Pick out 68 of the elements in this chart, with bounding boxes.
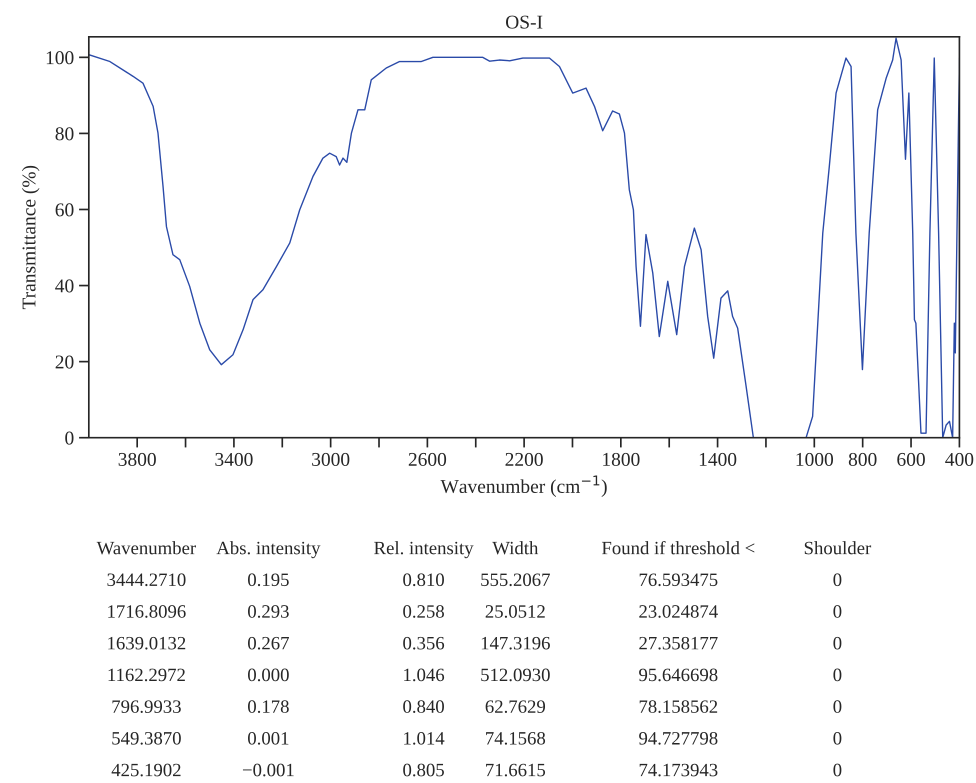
text: 1162.2972 <box>108 668 185 682</box>
text: 0 <box>833 732 842 745</box>
x-tick-label: 800 <box>848 452 877 466</box>
text: 94.727798 <box>639 732 718 745</box>
text: 0 <box>833 605 842 618</box>
text: 0 <box>833 668 842 682</box>
text: 549.3870 <box>112 732 181 745</box>
text: 0.356 <box>403 636 444 650</box>
text: Found if threshold < <box>602 540 754 554</box>
y-tick-label: 100 <box>46 51 74 64</box>
text: Rel. intensity <box>374 541 474 558</box>
y-tick-label: 40 <box>55 279 74 292</box>
x-tick-label: 600 <box>897 452 925 466</box>
x-tick-label: 3400 <box>215 452 253 466</box>
text: 0.805 <box>403 764 444 776</box>
text: Shoulder <box>804 541 872 554</box>
y-axis-title: Transmittance (%) <box>22 166 40 310</box>
text: 0.293 <box>248 605 289 618</box>
x-tick-label: 3000 <box>312 452 350 466</box>
text: 25.0512 <box>486 605 545 618</box>
x-tick-label: 400 <box>945 452 974 466</box>
text: Width <box>492 541 538 554</box>
text: Abs. intensity <box>216 541 320 558</box>
text: 796.9933 <box>112 700 181 713</box>
chart-title: OS-I <box>506 16 542 29</box>
x-tick-label: 2600 <box>408 452 446 466</box>
text: 0 <box>833 636 842 650</box>
y-tick-label: 20 <box>56 355 74 369</box>
text: 62.7629 <box>486 700 546 713</box>
text: 0.178 <box>248 700 289 713</box>
text: 1.046 <box>404 668 444 682</box>
text: 0.001 <box>248 732 288 745</box>
text: 0.258 <box>403 605 444 618</box>
text: −0.001 <box>242 764 294 776</box>
x-tick-label: 1000 <box>796 452 834 466</box>
text: 95.646698 <box>639 668 718 682</box>
text: 74.1568 <box>486 732 546 745</box>
text: 76.593475 <box>640 573 718 586</box>
y-tick-label: 0 <box>65 432 74 445</box>
text: 3444.2710 <box>107 573 186 586</box>
x-tick-label: 1800 <box>603 452 640 466</box>
text: 1716.8096 <box>108 605 186 618</box>
x-tick-label: 1400 <box>700 452 736 466</box>
text: Wavenumber <box>96 541 196 554</box>
text: 78.158562 <box>640 700 718 713</box>
text: 71.6615 <box>486 764 546 776</box>
text: 425.1902 <box>112 764 181 776</box>
text: 0.000 <box>248 668 289 682</box>
text: 1639.0132 <box>108 636 186 650</box>
text: 0.195 <box>248 573 289 586</box>
text: 1.014 <box>404 732 444 745</box>
y-tick-label: 80 <box>56 127 74 140</box>
text: 555.2067 <box>481 573 550 586</box>
text: 0.840 <box>403 700 444 713</box>
y-tick-label: 60 <box>56 203 74 216</box>
text: 0 <box>833 764 842 776</box>
x-tick-label: 2200 <box>506 452 543 466</box>
text: 0.267 <box>248 636 289 650</box>
text: 512.0930 <box>481 668 550 682</box>
text: 74.173943 <box>640 764 718 776</box>
text: 147.3196 <box>482 636 550 650</box>
x-axis-title: Wavenumber (cm$^{−1}$) <box>440 475 607 497</box>
text: 27.358177 <box>639 636 718 650</box>
text: 0.810 <box>403 573 444 586</box>
text: 23.024874 <box>639 605 718 618</box>
text: 0 <box>833 700 842 713</box>
x-tick-label: 3800 <box>118 452 156 466</box>
text: 0 <box>833 573 842 586</box>
